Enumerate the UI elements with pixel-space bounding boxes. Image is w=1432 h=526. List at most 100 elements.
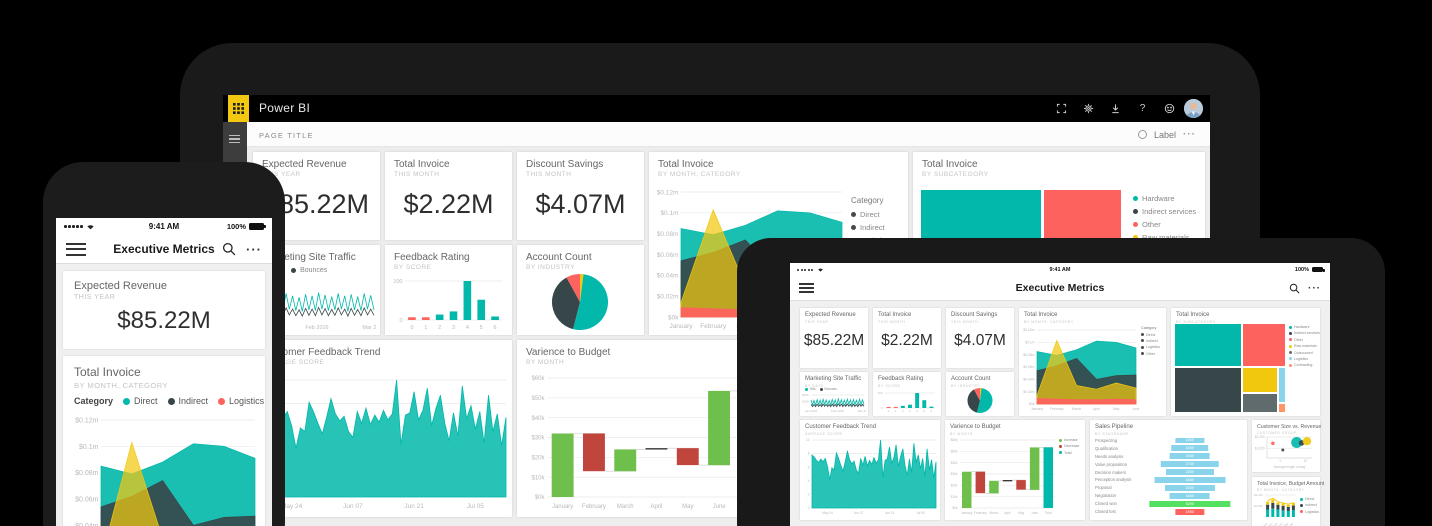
treemap-block-contracting[interactable]: [1278, 404, 1285, 412]
tile-account-count[interactable]: Account Count BY INDUSTRY: [946, 372, 1014, 416]
funnel-bar-closed-lost[interactable]: 1950: [1175, 508, 1205, 515]
tile-account-count[interactable]: Account Count BY INDUSTRY: [517, 245, 644, 335]
funnel-bar-prospecting[interactable]: 1400: [1175, 437, 1205, 444]
legend-item-outsourced[interactable]: Outsourced: [1289, 351, 1320, 355]
legend-item-indirect[interactable]: Indirect: [851, 223, 889, 232]
status-time: 9:41 AM: [148, 222, 180, 231]
legend-item-hits[interactable]: Hits: [805, 387, 816, 391]
svg-text:January: January: [961, 511, 973, 515]
legend-item-indirect[interactable]: Indirect: [167, 396, 208, 406]
funnel-stage-label: Closed lost: [1095, 509, 1116, 515]
funnel-bar-negotiation[interactable]: 1840: [1169, 492, 1211, 499]
legend-item-direct[interactable]: Direct: [1300, 497, 1319, 501]
funnel-bar-proposal[interactable]: 2300: [1164, 484, 1215, 491]
funnel-bar-perception-analysis[interactable]: 3480: [1154, 477, 1226, 483]
legend-item-decrease[interactable]: Decrease: [1059, 444, 1079, 448]
treemap-block-logistics[interactable]: [1278, 368, 1285, 403]
svg-text:$2.0M: $2.0M: [1254, 493, 1263, 497]
legend-item-bounces[interactable]: Bounces: [291, 267, 327, 274]
legend-item-raw-materials[interactable]: Raw materials: [1133, 233, 1196, 242]
legend-item-other[interactable]: Other: [1141, 352, 1160, 356]
legend-item-direct[interactable]: Direct: [851, 210, 889, 219]
tile-marketing-traffic[interactable]: Marketing Site Traffic BY DATE Hits Bounc…: [800, 372, 871, 416]
legend-item-other[interactable]: Other: [1133, 220, 1196, 229]
legend-item-raw-materials[interactable]: Raw materials: [1289, 344, 1320, 348]
legend-item-logistics[interactable]: Logistics: [1300, 510, 1319, 514]
treemap-block-indirect-services[interactable]: [1175, 368, 1241, 412]
funnel-bar-value-proposition[interactable]: 2730: [1160, 461, 1220, 468]
stack-seg: [1271, 508, 1275, 517]
legend-item-hardware[interactable]: Hardware: [1133, 194, 1196, 203]
settings-gear-icon[interactable]: [1082, 102, 1095, 115]
treemap-block-other[interactable]: [1242, 324, 1285, 367]
treemap-block-outsourced[interactable]: [1242, 393, 1277, 412]
line-svg: 2000 1000 Jan 2016 Feb 2016 Mar 2016: [802, 393, 871, 413]
legend-item-indirect[interactable]: Indirect: [1141, 339, 1160, 343]
tile-feedback-trend[interactable]: Customer Feedback Trend AVERAGE SCORE 10…: [800, 420, 940, 520]
tile-invoice-budget-amount[interactable]: Total Invoice, Budget Amount BY MONTH, C…: [1252, 477, 1324, 526]
spiky-svg: 10 8 6 4 2 0 May 24 Jun 07 Jun 21 Jul 05: [806, 438, 937, 515]
waterfall-bar-april: [1002, 480, 1013, 482]
sidebar-menu-button[interactable]: [223, 122, 247, 150]
legend-item-hardware[interactable]: Hardware: [1289, 325, 1320, 329]
legend-item-total[interactable]: Total: [1059, 451, 1079, 455]
svg-text:February: February: [700, 323, 727, 330]
legend-item-indirect[interactable]: Indirect: [1300, 503, 1319, 507]
funnel-bar-qualification[interactable]: 1800: [1171, 445, 1209, 452]
tile-expected-revenue[interactable]: Expected Revenue THIS YEAR $85.22M: [63, 271, 265, 349]
tile-discount-savings[interactable]: Discount Savings THIS MONTH $4.07M: [517, 152, 644, 240]
label-radio-toggle[interactable]: [1137, 130, 1147, 139]
svg-text:June: June: [1031, 511, 1038, 515]
tile-feedback-rating[interactable]: Feedback Rating BY SCORE 100 0 0 1 2 3 4 5 6: [873, 372, 941, 416]
tile-invoice-by-month[interactable]: Total Invoice BY MONTH, CATEGORY Categor…: [63, 356, 265, 526]
treemap-block-hardware[interactable]: [1175, 324, 1241, 367]
feedback-smiley-icon[interactable]: [1163, 102, 1176, 115]
tile-feedback-rating[interactable]: Feedback Rating BY SCORE 100 0 0 1 2 3 4 5 6: [385, 245, 512, 335]
legend-item-logistics[interactable]: Logistics: [1289, 357, 1320, 361]
more-options-icon[interactable]: ···: [1308, 282, 1321, 294]
tile-subtitle: BY MONTH: [950, 432, 973, 436]
funnel-bar-needs-analysis[interactable]: 1930: [1169, 453, 1211, 460]
tile-expected-revenue[interactable]: Expected Revenue THIS YEAR $85.22M: [800, 308, 868, 368]
menu-hamburger-icon[interactable]: [799, 280, 814, 295]
tile-total-invoice[interactable]: Total Invoice THIS MONTH $2.22M: [385, 152, 512, 240]
tile-customer-size-revenue[interactable]: Customer Size vs. Revenue CUSTOMER GROUP…: [1252, 420, 1321, 472]
tile-invoice-by-subcategory[interactable]: Total Invoice BY SUBCATEGORY Hardware Ind…: [1171, 308, 1320, 416]
app-launcher-waffle-button[interactable]: [228, 95, 249, 122]
legend-item-other[interactable]: Other: [1289, 338, 1320, 342]
user-avatar[interactable]: [1184, 99, 1203, 118]
tile-feedback-trend[interactable]: Customer Feedback Trend AVERAGE SCORE Ma…: [253, 340, 512, 517]
tile-invoice-by-month[interactable]: Total Invoice BY MONTH, CATEGORY $0.12m $…: [1019, 308, 1166, 416]
legend-item-increase[interactable]: Increase: [1059, 438, 1079, 442]
more-options-icon[interactable]: ···: [246, 241, 262, 257]
funnel-bar-decision-makers[interactable]: 2250: [1165, 469, 1214, 475]
legend-item-bounces[interactable]: Bounces: [819, 387, 837, 391]
phone-app-header: Executive Metrics ···: [56, 235, 272, 264]
menu-hamburger-icon[interactable]: [66, 239, 86, 259]
legend-item-contracting[interactable]: Contracting: [1289, 363, 1320, 367]
legend-dot: [1141, 345, 1144, 349]
search-icon[interactable]: [1289, 283, 1300, 294]
legend-item-indirect-services[interactable]: Indirect services: [1289, 331, 1320, 335]
legend-item-logistics[interactable]: Logistics: [218, 396, 264, 406]
download-icon[interactable]: [1109, 102, 1122, 115]
tile-variance-to-budget[interactable]: Varience to Budget BY MONTH $60k $50k $40k…: [945, 420, 1085, 520]
legend-dot: [1059, 438, 1062, 442]
scatter-svg: $2,000 $1,000 0 10 Average length of stay: [1255, 435, 1312, 469]
battery-icon: [1312, 267, 1326, 273]
legend-item-indirect-services[interactable]: Indirect services: [1133, 207, 1196, 216]
treemap-block-raw-materials[interactable]: [1242, 368, 1277, 392]
more-options-icon[interactable]: ···: [1183, 129, 1196, 140]
fullscreen-icon[interactable]: [1055, 102, 1068, 115]
tile-total-invoice[interactable]: Total Invoice THIS MONTH $2.22M: [873, 308, 941, 368]
svg-text:0: 0: [1280, 459, 1282, 463]
help-icon[interactable]: ?: [1139, 103, 1146, 114]
funnel-bar-closed-won[interactable]: 5290: [1149, 500, 1231, 507]
tile-sales-pipeline[interactable]: Sales Pipeline BY STAGENAME Prospecting 1…: [1090, 420, 1247, 520]
search-icon[interactable]: [222, 242, 236, 256]
legend-item-logistics[interactable]: Logistics: [1141, 345, 1160, 349]
legend-item-direct[interactable]: Direct: [123, 396, 158, 406]
tile-discount-savings[interactable]: Discount Savings THIS MONTH $4.07M: [946, 308, 1014, 368]
legend-item-direct[interactable]: Direct: [1141, 333, 1160, 337]
cellular-signal-icon: [797, 267, 824, 272]
